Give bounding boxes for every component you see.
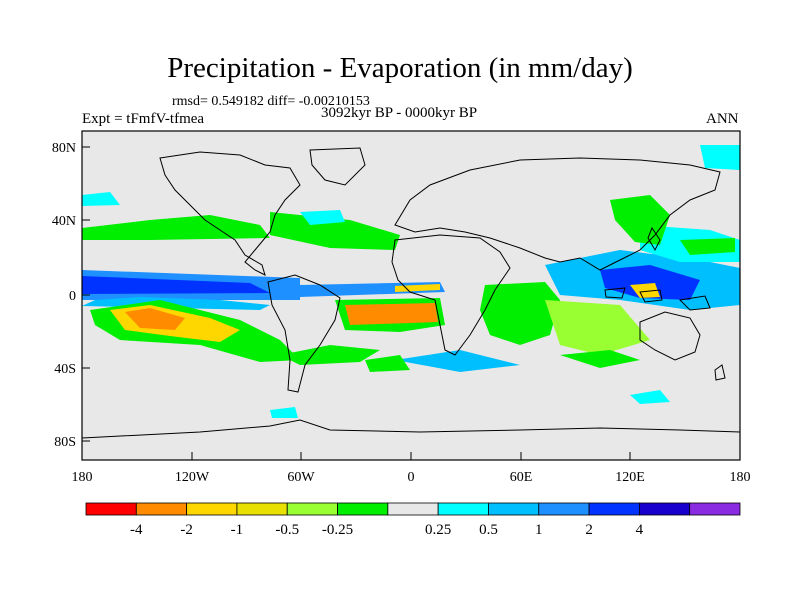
contour-positive [82, 276, 270, 294]
colorbar [85, 502, 741, 516]
colorbar-label: 1 [535, 522, 543, 538]
colorbar-label: 4 [636, 522, 644, 538]
colorbar-labels: -4 -2 -1 -0.5 -0.25 0.25 0.5 1 2 4 [130, 522, 644, 538]
coastline-antarctica [81, 419, 741, 439]
contour-negative [365, 355, 410, 372]
coastline-islands [604, 287, 626, 299]
season-label: ANN [706, 111, 739, 127]
colorbar-label: 0.25 [425, 522, 451, 538]
contour-negative [545, 300, 650, 355]
colorbar-label: -4 [130, 522, 143, 538]
coastline-islands [678, 295, 711, 311]
lon-label-120w: 120W [175, 470, 210, 485]
period-label: 3092kyr BP - 0000kyr BP [321, 105, 478, 121]
colorbar-label: -1 [231, 522, 244, 538]
coastline-eurasia [394, 157, 721, 271]
colorbar-swatch [337, 502, 389, 516]
coastline-new-zealand [714, 364, 726, 381]
contour-positive [700, 145, 740, 170]
colorbar-swatch [437, 502, 489, 516]
contour-positive [270, 407, 298, 418]
colorbar-swatch [135, 502, 188, 516]
colorbar-label: -0.25 [322, 522, 353, 538]
contour-negative [395, 284, 440, 292]
coastline-greenland [309, 147, 366, 186]
lat-label-0: 0 [69, 289, 76, 304]
contour-positive [300, 210, 345, 225]
colorbar-label: -2 [180, 522, 193, 538]
lon-label-180w: 180 [72, 470, 93, 485]
colorbar-swatch [638, 502, 691, 516]
contour-negative [270, 212, 400, 250]
lon-label-0: 0 [408, 470, 415, 485]
lon-label-60w: 60W [287, 470, 315, 485]
contour-positive [82, 192, 120, 206]
coastlines [81, 147, 741, 439]
colorbar-label: -0.5 [275, 522, 299, 538]
colorbar-swatch [85, 502, 137, 516]
lon-label-120e: 120E [615, 470, 645, 485]
contour-positive [630, 390, 670, 404]
colorbar-swatch [236, 502, 288, 516]
lat-axis: 80N 40N 0 40S 80S [52, 141, 90, 450]
colorbar-swatch [488, 502, 540, 516]
plot-title: Precipitation - Evaporation (in mm/day) [167, 52, 633, 84]
coastline-australia [639, 311, 701, 361]
lon-label-60e: 60E [510, 470, 533, 485]
lat-label-80n: 80N [52, 141, 76, 156]
coastline-africa [391, 234, 511, 356]
contour-negative [280, 345, 380, 365]
coastline-south-america [267, 274, 341, 393]
experiment-label: Expt = tFmfV-tfmea [82, 111, 205, 127]
colorbar-swatch [186, 502, 238, 516]
lat-label-40s: 40S [54, 362, 76, 377]
coastline-japan [647, 226, 661, 252]
contour-negative [82, 215, 270, 240]
contour-positive [600, 265, 700, 300]
colorbar-swatch [689, 502, 741, 516]
colorbar-swatch [286, 502, 338, 516]
lat-label-40n: 40N [52, 214, 76, 229]
lon-axis: 180 120W 60W 0 60E 120E 180 [72, 452, 751, 485]
coastline-islands [639, 289, 663, 303]
field-contours [82, 145, 740, 418]
coastline-north-america [159, 151, 301, 276]
lon-label-180e: 180 [730, 470, 751, 485]
contour-negative [680, 238, 735, 255]
contour-positive [395, 350, 520, 372]
contour-negative [630, 283, 660, 298]
colorbar-label: 2 [585, 522, 593, 538]
colorbar-swatch [538, 502, 590, 516]
contour-negative [560, 350, 640, 368]
contour-negative [480, 282, 560, 345]
colorbar-swatch [387, 502, 439, 516]
contour-negative [125, 308, 185, 330]
stats-line: rmsd= 0.549182 diff= -0.00210153 [172, 94, 370, 109]
contour-negative [345, 303, 438, 325]
colorbar-swatch [588, 502, 640, 516]
colorbar-label: 0.5 [479, 522, 498, 538]
lat-label-80s: 80S [54, 435, 76, 450]
